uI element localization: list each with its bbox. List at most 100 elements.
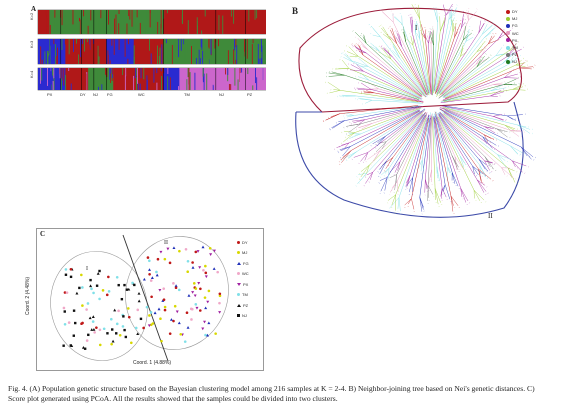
tree-tip-label: ı (534, 64, 536, 67)
tree-tip-label: ı (379, 9, 382, 11)
pcoa-legend: DY MJ FG WC PX TM PZ NJ (237, 237, 261, 321)
structure-bar (48, 56, 50, 64)
structure-bar (233, 49, 235, 64)
tree-tip-label: ı (413, 22, 416, 24)
pcoa-point (204, 306, 208, 310)
tree-leaf-branch (389, 36, 397, 44)
tree-leaf-branch (419, 197, 424, 210)
tree-tip-label: ı (330, 88, 331, 91)
tree-tip-label: ı (495, 24, 498, 27)
tree-branch (441, 84, 494, 102)
tree-tip-label: ı (345, 136, 347, 139)
tree-tip-label: ı (394, 212, 397, 214)
tree-branch (445, 110, 522, 148)
tree-tip-label: ı (378, 192, 381, 194)
tree-tip-label: ı (487, 55, 490, 58)
tree-branch (360, 106, 422, 125)
tree-tip-label: ı (452, 176, 455, 178)
tree-tip-label: ı (343, 126, 345, 129)
tree-tip-label: ı (347, 68, 349, 71)
tree-leaf-branch (349, 133, 361, 139)
structure-bar (218, 10, 220, 15)
tree-leaf-branch (389, 197, 400, 209)
tree-tip-label: ı (483, 20, 486, 22)
legend-dot (506, 16, 510, 21)
tree-tip-label: ı (424, 195, 427, 196)
pcoa-point (87, 333, 90, 337)
tree-tip-label: ı (358, 81, 360, 84)
tree-leaf-branch (504, 70, 512, 78)
tree-tip-label: ı (484, 175, 487, 178)
structure-bar (251, 68, 253, 78)
structure-bar (52, 80, 54, 90)
tree-leaf-branch (366, 164, 370, 174)
pcoa-point (95, 326, 98, 329)
tree-leaf-branch (364, 152, 369, 161)
tree-tip-label: ı (422, 173, 425, 174)
pcoa-point (122, 315, 125, 318)
structure-bar (46, 15, 48, 34)
tree-branch (433, 31, 441, 94)
tree-leaf-branch (372, 136, 386, 145)
tree-leaf-branch (422, 159, 424, 171)
structure-bar (214, 39, 216, 43)
tree-tip-label: ı (435, 202, 438, 203)
pcoa-point (212, 267, 216, 270)
structure-block (65, 68, 89, 90)
tree-tip-label: ı (492, 22, 495, 25)
structure-bar (133, 45, 135, 64)
tree-leaf-branch (436, 166, 438, 179)
structure-bar (173, 68, 175, 76)
structure-bar (61, 10, 63, 26)
tree-leaf-branch (496, 128, 508, 138)
tree-tip-label: ı (335, 67, 337, 70)
structure-bar (158, 55, 160, 64)
structure-bar (180, 39, 182, 51)
structure-bar (81, 39, 83, 45)
pcoa-point (186, 259, 190, 263)
structure-bar (247, 68, 249, 75)
tree-tip-label: ı (328, 116, 329, 119)
pcoa-point (123, 283, 126, 287)
tree-leaf-branch (411, 198, 415, 210)
structure-bar (225, 81, 227, 90)
tree-tip-label: ı (505, 118, 507, 121)
pcoa-point (147, 324, 151, 328)
tree-leaf-branch (370, 46, 380, 52)
tree-tip-label: ı (357, 182, 360, 185)
tree-tip-label: ı (325, 81, 327, 84)
tree-branch (411, 32, 430, 94)
structure-bar (51, 83, 53, 90)
tree-branch (438, 112, 480, 160)
structure-bar (156, 28, 158, 34)
tree-tip-label: ı (519, 154, 521, 157)
pcoa-point (192, 282, 196, 285)
pcoa-point (179, 332, 183, 336)
tree-leaf-branch (350, 64, 364, 72)
tree-tip-label: ı (518, 82, 520, 85)
tree-tip-label: ı (338, 145, 340, 148)
pcoa-point (218, 292, 222, 296)
pcoa-point (149, 311, 153, 314)
tree-tip-label: ı (455, 20, 458, 22)
tree-tip-label: ı (532, 128, 534, 131)
structure-bar (41, 68, 43, 81)
pcoa-point (166, 247, 170, 251)
tree-branch (392, 57, 427, 98)
structure-plot (37, 9, 266, 91)
structure-bar (89, 39, 91, 50)
tree-leaf-branch (465, 34, 470, 42)
pcoa-point (158, 288, 162, 292)
structure-bar (65, 75, 67, 90)
structure-bar (59, 68, 61, 79)
structure-bar (178, 39, 180, 45)
structure-bar (241, 68, 243, 73)
tree-leaf-branch (490, 91, 505, 97)
pcoa-point (172, 282, 175, 285)
tree-leaf-branch (515, 60, 522, 66)
tree-leaf-branch (381, 11, 394, 23)
tree-leaf-branch (512, 89, 526, 91)
tree-tip-label: ı (533, 159, 535, 162)
tree-branch (399, 112, 428, 162)
tree-tip-label: ı (525, 84, 527, 87)
